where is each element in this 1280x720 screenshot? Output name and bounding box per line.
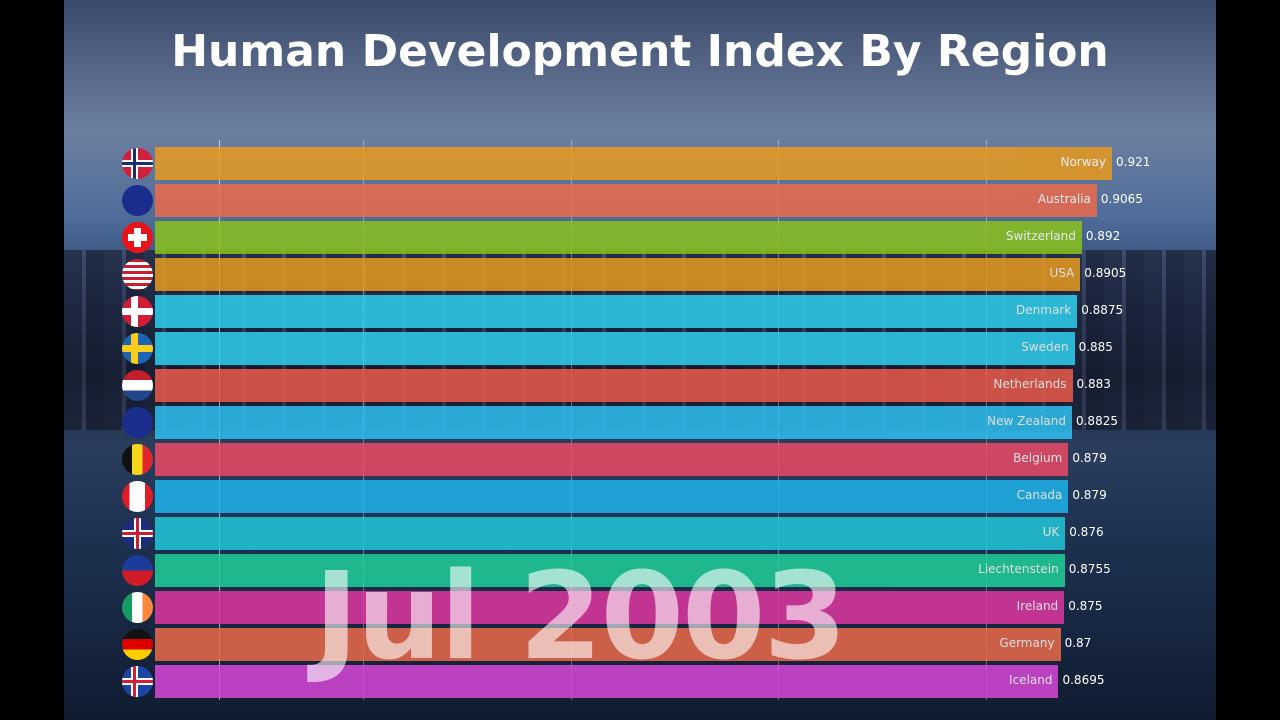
date-label: Jul 2003 [314, 548, 847, 687]
value-label: 0.879 [1072, 451, 1107, 465]
bar-label: Norway [1060, 155, 1106, 169]
bar-label: Belgium [1013, 451, 1063, 465]
australia-flag-icon [122, 185, 153, 216]
bar-netherlands: Netherlands [155, 369, 1073, 402]
bar-label: Ireland [1016, 599, 1059, 613]
value-label: 0.883 [1076, 377, 1111, 391]
bar-label: Iceland [1009, 673, 1053, 687]
bar-germany: Germany [155, 628, 1061, 661]
value-label: 0.921 [1116, 155, 1151, 169]
canada-flag-icon [122, 481, 153, 512]
germany-flag-icon [122, 629, 153, 660]
denmark-flag-icon [122, 296, 153, 327]
value-label: 0.8905 [1084, 266, 1127, 280]
liechtenstein-flag-icon [122, 555, 153, 586]
chart-title: Human Development Index By Region [171, 26, 1109, 77]
bar-label: Liechtenstein [978, 562, 1059, 576]
bar-label: Germany [999, 636, 1055, 650]
bar-norway: Norway [155, 147, 1112, 180]
ireland-flag-icon [122, 592, 153, 623]
bar-liechtenstein: Liechtenstein [155, 554, 1065, 587]
value-label: 0.8825 [1075, 414, 1118, 428]
bar-label: UK [1042, 525, 1060, 539]
uk-flag-icon [122, 518, 153, 549]
netherlands-flag-icon [122, 370, 153, 401]
bar-usa: USA [155, 258, 1081, 291]
usa-flag-icon [122, 259, 153, 290]
bar-label: New Zealand [987, 414, 1066, 428]
bar-switzerland: Switzerland [155, 221, 1082, 254]
bar-belgium: Belgium [155, 443, 1069, 476]
norway-flag-icon [122, 148, 153, 179]
bar-label: Netherlands [993, 377, 1067, 391]
bar-uk: UK [155, 517, 1066, 550]
value-label: 0.892 [1085, 229, 1121, 243]
switzerland-flag-icon [122, 222, 153, 253]
bar-label: USA [1049, 266, 1075, 280]
bar-label: Sweden [1021, 340, 1069, 354]
bar-canada: Canada [155, 480, 1069, 513]
bar-new-zealand: New Zealand [155, 406, 1072, 439]
bar-label: Canada [1016, 488, 1063, 502]
bar-sweden: Sweden [155, 332, 1075, 365]
belgium-flag-icon [122, 444, 153, 475]
value-label: 0.8695 [1062, 673, 1105, 687]
new-zealand-flag-icon [122, 407, 153, 438]
value-label: 0.87 [1064, 636, 1092, 650]
iceland-flag-icon [122, 666, 153, 697]
bar-australia: Australia [155, 184, 1097, 217]
value-label: 0.879 [1072, 488, 1107, 502]
bar-label: Denmark [1016, 303, 1072, 317]
bar-iceland: Iceland [155, 665, 1059, 698]
sweden-flag-icon [122, 333, 153, 364]
bar-ireland: Ireland [155, 591, 1065, 624]
value-label: 0.8755 [1068, 562, 1111, 576]
value-label: 0.9065 [1100, 192, 1143, 206]
value-label: 0.876 [1069, 525, 1104, 539]
bar-label: Australia [1037, 192, 1091, 206]
bar-denmark: Denmark [155, 295, 1078, 328]
value-label: 0.875 [1068, 599, 1103, 613]
value-label: 0.885 [1078, 340, 1113, 354]
chart-stage: Human Development Index By Region Norway… [64, 0, 1216, 720]
bar-label: Switzerland [1005, 229, 1076, 243]
value-label: 0.8875 [1081, 303, 1124, 317]
